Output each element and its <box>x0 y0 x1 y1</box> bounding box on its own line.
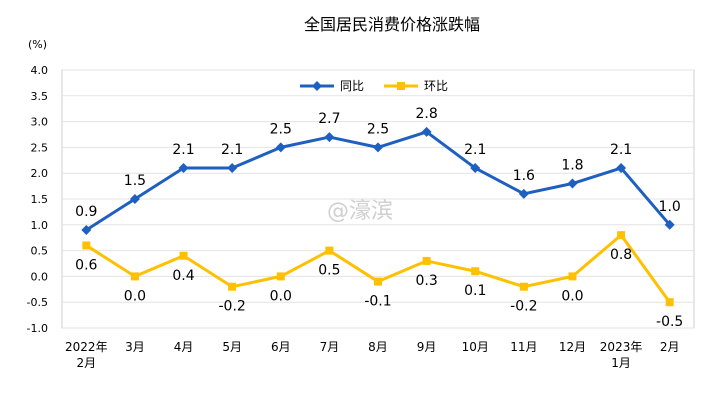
data-label: 0.4 <box>172 268 194 284</box>
y-tick-label: 2.0 <box>31 167 49 180</box>
gridlines <box>62 69 694 329</box>
x-tick-label: 3月 <box>125 340 145 354</box>
y-axis: 4.0 3.5 3.0 2.5 2.0 1.5 1.0 0.5 0.0 -0.5 -1.0 <box>27 64 48 335</box>
y-tick-label: -0.5 <box>27 296 48 309</box>
x-tick-label: 7月 <box>320 340 340 354</box>
data-point <box>374 277 382 286</box>
y-tick-label: 1.5 <box>31 193 49 206</box>
x-tick-label: 5月 <box>222 340 242 354</box>
y-tick-label: 2.5 <box>31 141 49 154</box>
data-point <box>616 163 627 174</box>
x-tick-label: 2022年 2月 <box>65 340 108 370</box>
data-label: 1.6 <box>513 168 535 184</box>
data-point <box>568 272 577 281</box>
data-label: 0.8 <box>610 247 632 263</box>
data-label: 0.1 <box>464 283 486 299</box>
data-label: -0.1 <box>364 294 391 310</box>
data-label: 1.5 <box>124 173 146 189</box>
x-tick-label: 11月 <box>510 340 537 354</box>
data-point <box>567 178 578 189</box>
data-point <box>617 231 626 240</box>
data-label: 0.0 <box>270 288 292 304</box>
data-point <box>228 282 237 291</box>
data-label: 2.1 <box>610 142 632 158</box>
data-point <box>276 272 285 281</box>
data-point <box>470 163 481 174</box>
data-label: 0.0 <box>124 288 146 304</box>
x-tick-label: 4月 <box>174 340 194 354</box>
data-label: -0.5 <box>656 314 683 330</box>
data-label: -0.2 <box>510 299 537 315</box>
legend-entry: 环比 <box>424 79 448 93</box>
data-point <box>421 126 432 137</box>
x-tick-label: 2月 <box>660 340 680 354</box>
y-tick-label: 3.5 <box>31 90 49 103</box>
data-point <box>665 298 674 307</box>
data-label: 2.5 <box>270 121 292 137</box>
data-label: 2.7 <box>318 111 340 127</box>
x-tick-label: 6月 <box>271 340 291 354</box>
data-point <box>82 241 91 250</box>
data-label: 2.1 <box>172 142 194 158</box>
data-point <box>664 219 675 230</box>
data-label: 2.1 <box>464 142 486 158</box>
y-axis-unit: (%) <box>28 38 47 51</box>
legend: 同比 环比 <box>300 79 448 93</box>
data-point <box>129 194 140 204</box>
legend-entry: 同比 <box>340 79 364 93</box>
y-tick-label: 4.0 <box>31 64 49 77</box>
x-axis: 2022年 2月 3月 4月 5月 6月 7月 8月 9月 10月 11月 12月 2023年 1月 2月 <box>65 340 679 370</box>
y-tick-label: 0.5 <box>31 245 49 258</box>
series-layer: 0.91.52.1 2.12.52.72.52.82.11.61.82.11.00… <box>75 106 683 330</box>
data-label: -0.2 <box>218 299 245 315</box>
data-point <box>324 132 335 143</box>
chart-title: 全国居民消费价格涨跌幅 <box>304 15 480 34</box>
x-tick-label: 12月 <box>559 340 586 354</box>
data-point <box>373 142 383 153</box>
data-point <box>519 282 528 291</box>
legend-marker <box>312 81 322 91</box>
x-tick-label: 8月 <box>368 340 388 354</box>
watermark: @濠滨 <box>327 199 393 224</box>
data-point <box>130 272 139 281</box>
x-tick-label: 10月 <box>462 340 489 354</box>
data-point <box>422 256 431 265</box>
y-tick-label: 0.0 <box>31 270 49 283</box>
series-1: 0.9 1.5 2.1 2.1 2.5 2.7 2.5 2.8 2.1 1.6 1.8 2.1 1.0 <box>75 106 681 235</box>
legend-marker <box>397 82 405 90</box>
data-point <box>227 163 238 174</box>
data-label: 2.8 <box>415 106 437 122</box>
data-label: 1.0 <box>659 199 681 215</box>
data-label: 2.5 <box>367 121 389 137</box>
data-label: 0.9 <box>75 204 97 220</box>
data-point <box>518 188 529 199</box>
data-point <box>471 267 480 276</box>
y-tick-label: 3.0 <box>31 116 49 129</box>
data-label: 2.1 <box>221 142 243 158</box>
data-point <box>325 246 334 255</box>
data-point <box>178 163 189 174</box>
data-point <box>81 224 92 235</box>
series-2: 0.6 0.0 0.4 -0.2 0.0 0.5 -0.1 0.3 0.1 -0.2 0.0 0.8 -… <box>75 231 683 330</box>
y-tick-label: -1.0 <box>27 322 48 335</box>
x-tick-label: 2023年 1月 <box>600 340 643 370</box>
data-point <box>179 251 188 260</box>
y-tick-label: 1.0 <box>31 219 49 232</box>
x-tick-label: 9月 <box>417 340 437 354</box>
data-label: 1.8 <box>561 158 583 174</box>
data-label: 0.0 <box>561 288 583 304</box>
data-label: 0.5 <box>318 263 340 279</box>
data-point <box>275 142 286 153</box>
data-label: 0.6 <box>75 257 97 273</box>
data-label: 0.3 <box>415 273 437 289</box>
